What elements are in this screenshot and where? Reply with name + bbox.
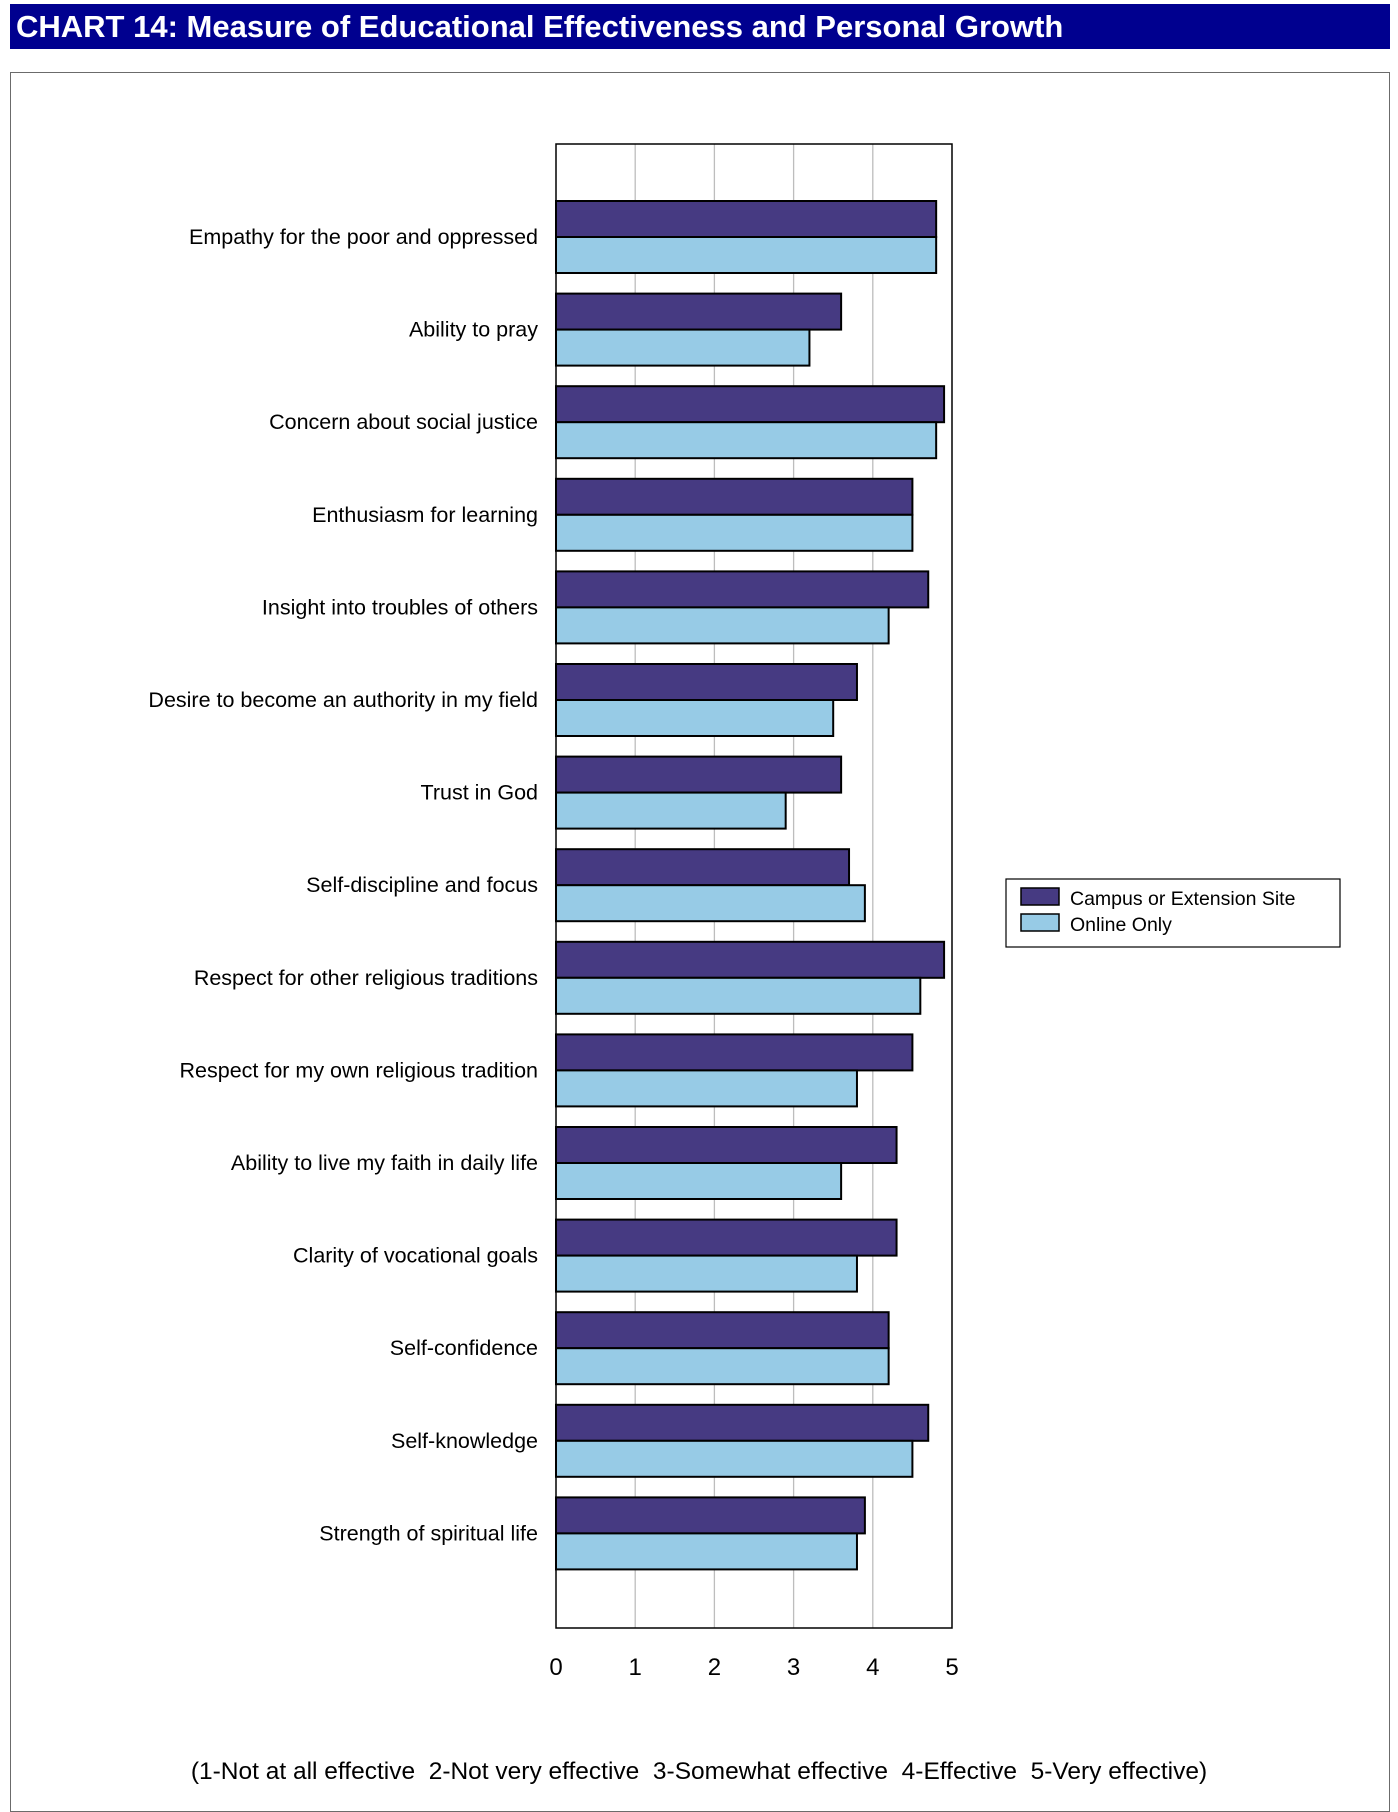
- x-tick-label: 0: [549, 1654, 562, 1681]
- bar-online-trust-in-god: [555, 791, 787, 830]
- category-label: Self-confidence: [390, 1336, 538, 1360]
- bar-online-strength-of-spiritual-life: [555, 1532, 858, 1571]
- bar-online-concern-about-social-justice: [555, 421, 938, 460]
- category-label: Respect for other religious traditions: [194, 966, 538, 990]
- category-label: Enthusiasm for learning: [312, 503, 538, 527]
- category-label: Trust in God: [421, 781, 539, 805]
- category-label: Desire to become an authority in my fiel…: [148, 688, 538, 712]
- bar-online-clarity-of-vocational-goals: [555, 1254, 858, 1293]
- bar-online-insight-into-troubles-of-others: [555, 606, 890, 645]
- bar-online-enthusiasm-for-learning: [555, 513, 914, 552]
- legend-swatch-online: [1020, 913, 1060, 932]
- bar-online-respect-for-my-own-religious-tradition: [555, 1069, 858, 1108]
- bar-online-ability-to-pray: [555, 328, 811, 367]
- category-label: Self-discipline and focus: [306, 873, 538, 897]
- category-label: Clarity of vocational goals: [293, 1244, 538, 1268]
- bar-campus-ability-to-live-my-faith-in-daily-life: [555, 1126, 898, 1164]
- x-tick-label: 3: [787, 1654, 800, 1681]
- x-tick-label: 4: [866, 1654, 879, 1681]
- category-labels: Empathy for the poor and oppressed Abilit…: [148, 225, 538, 1545]
- legend-label-online: Online Only: [1070, 914, 1172, 936]
- x-tick-label: 5: [945, 1654, 958, 1681]
- category-label: Empathy for the poor and oppressed: [189, 225, 538, 249]
- category-label: Self-knowledge: [391, 1429, 538, 1453]
- x-axis-ticks: 0 1 2 3 4 5: [549, 1654, 958, 1681]
- bar-online-self-confidence: [555, 1347, 890, 1386]
- bar-campus-concern-about-social-justice: [555, 385, 946, 424]
- category-label: Concern about social justice: [269, 410, 538, 434]
- bar-campus-strength-of-spiritual-life: [555, 1496, 866, 1535]
- x-tick-label: 1: [629, 1654, 642, 1681]
- bar-online-empathy-for-the-poor-and-oppressed: [555, 236, 938, 274]
- bar-online-respect-for-other-religious-traditions: [555, 976, 922, 1015]
- bar-campus-self-discipline-and-focus: [555, 848, 851, 887]
- bars: [555, 200, 946, 1571]
- bar-campus-desire-to-become-an-authority-in-my-field: [555, 663, 858, 701]
- legend-swatch-campus: [1020, 887, 1060, 906]
- legend-label-campus: Campus or Extension Site: [1070, 888, 1295, 910]
- bar-campus-clarity-of-vocational-goals: [555, 1218, 898, 1257]
- bar-online-ability-to-live-my-faith-in-daily-life: [555, 1162, 843, 1200]
- scale-footnote: (1-Not at all effective 2-Not very effec…: [191, 1758, 1207, 1785]
- bar-campus-self-confidence: [555, 1311, 890, 1350]
- bar-campus-insight-into-troubles-of-others: [555, 570, 930, 609]
- category-label: Ability to pray: [409, 318, 538, 342]
- category-label: Strength of spiritual life: [319, 1521, 538, 1545]
- chart-title: CHART 14: Measure of Educational Effecti…: [10, 4, 1390, 49]
- x-tick-label: 2: [708, 1654, 721, 1681]
- category-label: Insight into troubles of others: [262, 595, 538, 619]
- bar-campus-respect-for-other-religious-traditions: [555, 940, 946, 979]
- category-label: Ability to live my faith in daily life: [231, 1151, 538, 1175]
- bar-online-desire-to-become-an-authority-in-my-field: [555, 699, 835, 737]
- bar-campus-trust-in-god: [555, 755, 843, 794]
- legend-box: [1005, 878, 1341, 948]
- bar-campus-self-knowledge: [555, 1403, 930, 1442]
- bar-campus-respect-for-my-own-religious-tradition: [555, 1033, 914, 1072]
- bar-campus-enthusiasm-for-learning: [555, 477, 914, 516]
- legend: Campus or Extension Site Online Only: [1005, 878, 1341, 948]
- category-label: Respect for my own religious tradition: [180, 1058, 539, 1082]
- bar-campus-empathy-for-the-poor-and-oppressed: [555, 200, 938, 238]
- bar-online-self-knowledge: [555, 1439, 914, 1478]
- bar-campus-ability-to-pray: [555, 292, 843, 331]
- bar-online-self-discipline-and-focus: [555, 884, 866, 923]
